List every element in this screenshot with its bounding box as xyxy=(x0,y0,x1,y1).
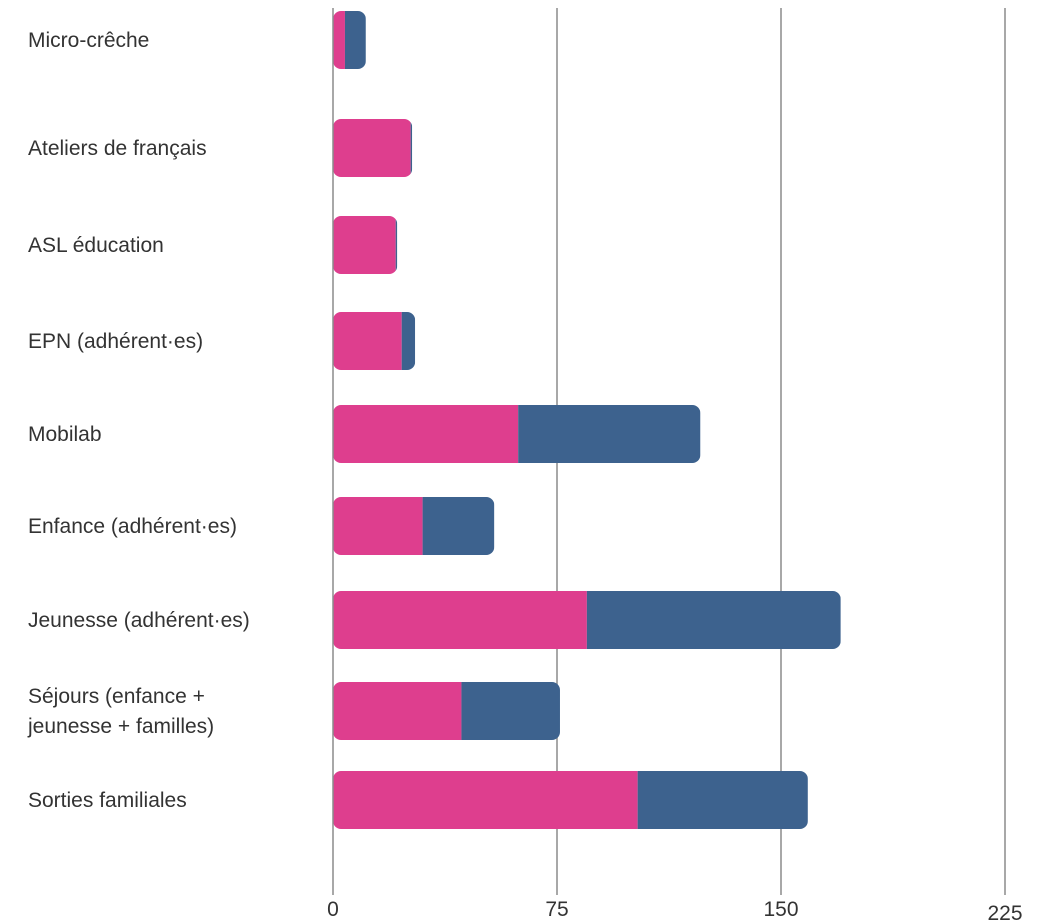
category-label: Séjours (enfance + jeunesse + familles) xyxy=(27,685,214,738)
bar-segment-series-2 xyxy=(422,497,495,555)
bar-segment-series-2 xyxy=(461,682,560,740)
bar-group xyxy=(333,119,413,177)
bar-segment-series-1 xyxy=(333,771,638,829)
category-label: Sorties familiales xyxy=(28,789,187,812)
x-tick-label: 0 xyxy=(327,898,339,921)
x-tick-label: 225 xyxy=(987,902,1022,922)
x-tick-label: 150 xyxy=(763,898,798,921)
category-label: Micro-crêche xyxy=(28,29,149,52)
category-label: ASL éducation xyxy=(28,234,164,257)
bar-group xyxy=(333,497,495,555)
bars xyxy=(333,11,841,829)
bar-segment-series-1 xyxy=(333,11,345,69)
bar-segment-series-1 xyxy=(333,682,462,740)
bar-segment-series-2 xyxy=(586,591,841,649)
bar-group xyxy=(333,591,841,649)
category-label: Ateliers de français xyxy=(28,137,207,160)
bar-segment-series-1 xyxy=(333,216,396,274)
bar-segment-series-1 xyxy=(333,119,411,177)
bar-segment-series-1 xyxy=(333,591,587,649)
category-label: Jeunesse (adhérent·es) xyxy=(28,609,250,632)
bar-group xyxy=(333,405,701,463)
bar-group xyxy=(333,771,808,829)
x-tick-labels: 0 75 150 225 xyxy=(327,898,1022,922)
bar-segment-series-1 xyxy=(333,405,519,463)
bar-segment-series-2 xyxy=(410,119,413,177)
bar-segment-series-2 xyxy=(401,312,416,370)
bar-segment-series-1 xyxy=(333,312,402,370)
category-label: EPN (adhérent·es) xyxy=(28,330,203,353)
bar-group xyxy=(333,682,560,740)
bar-segment-series-2 xyxy=(637,771,808,829)
bar-segment-series-2 xyxy=(344,11,366,69)
x-tick-label: 75 xyxy=(545,898,568,921)
bar-group xyxy=(333,312,416,370)
bar-group xyxy=(333,216,398,274)
bar-segment-series-2 xyxy=(395,216,398,274)
category-label: Mobilab xyxy=(28,423,102,446)
bar-segment-series-1 xyxy=(333,497,423,555)
bar-segment-series-2 xyxy=(518,405,701,463)
category-labels: Micro-crêche Ateliers de français ASL éduc… xyxy=(27,29,250,812)
bar-group xyxy=(333,11,366,69)
category-label: Enfance (adhérent·es) xyxy=(28,515,237,538)
